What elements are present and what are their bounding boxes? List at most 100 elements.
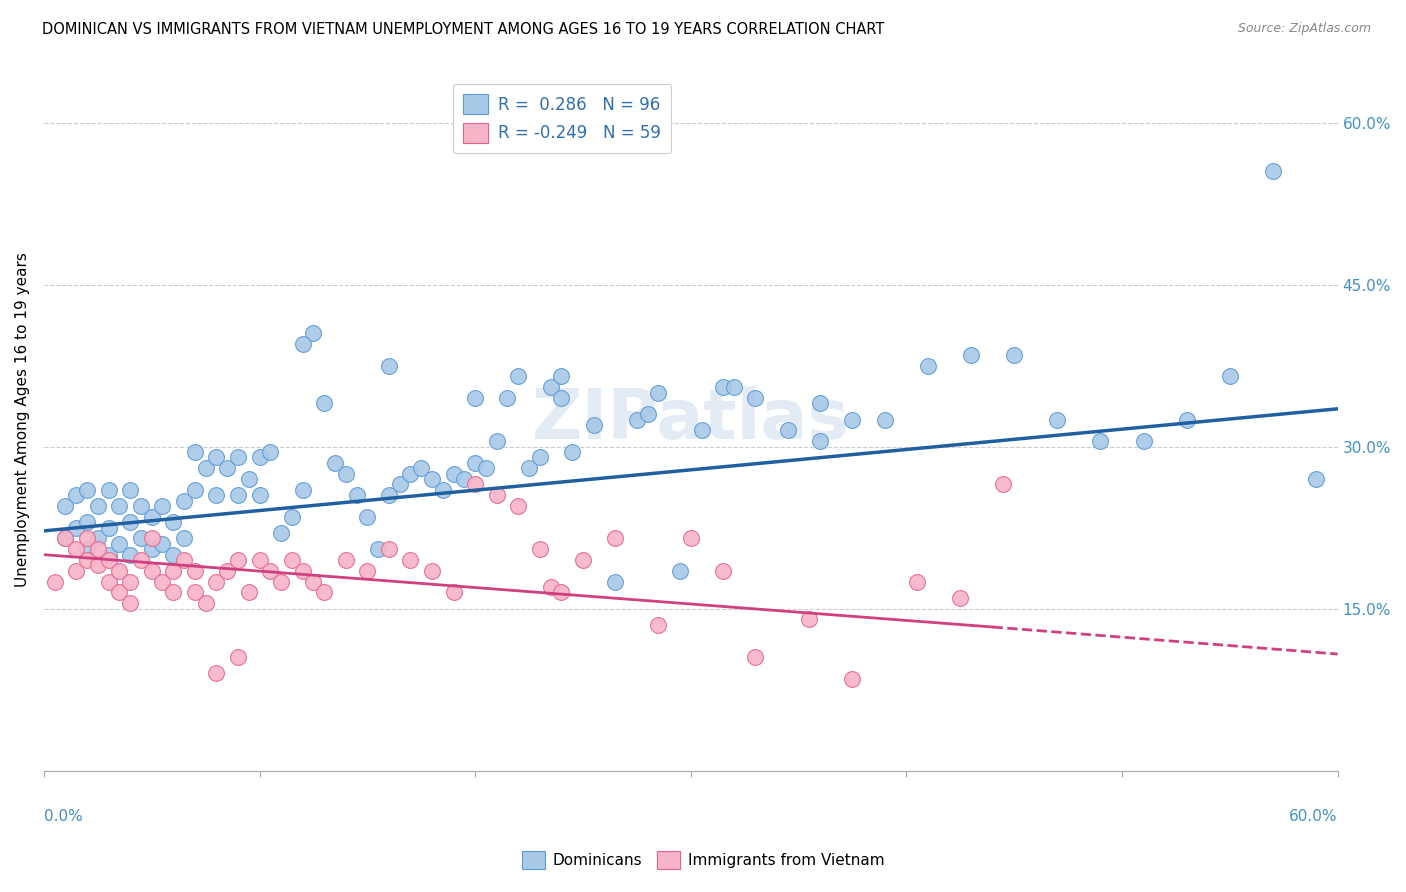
Point	[76, 553, 98, 567]
Point	[905, 574, 928, 589]
Point	[443, 467, 465, 481]
Point	[464, 391, 486, 405]
Point	[561, 445, 583, 459]
Point	[314, 585, 336, 599]
Point	[949, 591, 972, 605]
Point	[259, 564, 281, 578]
Point	[453, 472, 475, 486]
Point	[388, 477, 411, 491]
Point	[475, 461, 498, 475]
Point	[517, 461, 540, 475]
Text: 60.0%: 60.0%	[1289, 809, 1337, 824]
Point	[529, 450, 551, 465]
Point	[226, 488, 249, 502]
Text: DOMINICAN VS IMMIGRANTS FROM VIETNAM UNEMPLOYMENT AMONG AGES 16 TO 19 YEARS CORR: DOMINICAN VS IMMIGRANTS FROM VIETNAM UNE…	[42, 22, 884, 37]
Point	[508, 369, 530, 384]
Point	[291, 564, 314, 578]
Point	[302, 574, 325, 589]
Point	[637, 407, 659, 421]
Text: 0.0%: 0.0%	[44, 809, 83, 824]
Y-axis label: Unemployment Among Ages 16 to 19 years: Unemployment Among Ages 16 to 19 years	[15, 252, 30, 587]
Point	[76, 542, 98, 557]
Point	[238, 585, 260, 599]
Point	[281, 509, 304, 524]
Point	[194, 596, 217, 610]
Point	[270, 526, 292, 541]
Point	[291, 337, 314, 351]
Point	[443, 585, 465, 599]
Point	[162, 585, 184, 599]
Point	[508, 499, 530, 513]
Point	[873, 412, 896, 426]
Point	[120, 596, 142, 610]
Point	[799, 612, 821, 626]
Legend: Dominicans, Immigrants from Vietnam: Dominicans, Immigrants from Vietnam	[516, 845, 890, 875]
Point	[184, 585, 207, 599]
Point	[238, 472, 260, 486]
Point	[65, 542, 87, 557]
Point	[679, 532, 702, 546]
Point	[1090, 434, 1112, 449]
Point	[87, 532, 110, 546]
Point	[97, 548, 120, 562]
Point	[226, 553, 249, 567]
Point	[55, 499, 77, 513]
Point	[464, 456, 486, 470]
Point	[346, 488, 368, 502]
Point	[367, 542, 389, 557]
Point	[205, 666, 228, 681]
Point	[108, 499, 131, 513]
Point	[711, 564, 734, 578]
Point	[378, 542, 401, 557]
Point	[173, 532, 195, 546]
Point	[141, 509, 163, 524]
Point	[152, 574, 174, 589]
Point	[281, 553, 304, 567]
Point	[841, 412, 863, 426]
Point	[540, 580, 562, 594]
Point	[249, 450, 271, 465]
Point	[129, 499, 152, 513]
Point	[55, 532, 77, 546]
Point	[76, 483, 98, 497]
Point	[249, 553, 271, 567]
Point	[464, 477, 486, 491]
Point	[314, 396, 336, 410]
Point	[120, 483, 142, 497]
Point	[87, 558, 110, 573]
Point	[141, 532, 163, 546]
Point	[259, 445, 281, 459]
Text: Source: ZipAtlas.com: Source: ZipAtlas.com	[1237, 22, 1371, 36]
Point	[356, 564, 378, 578]
Point	[1002, 348, 1025, 362]
Point	[378, 359, 401, 373]
Point	[76, 515, 98, 529]
Point	[841, 672, 863, 686]
Point	[108, 585, 131, 599]
Point	[690, 424, 713, 438]
Point	[152, 499, 174, 513]
Point	[108, 564, 131, 578]
Point	[399, 553, 422, 567]
Point	[1261, 164, 1284, 178]
Point	[420, 472, 443, 486]
Legend: R =  0.286   N = 96, R = -0.249   N = 59: R = 0.286 N = 96, R = -0.249 N = 59	[453, 84, 671, 153]
Point	[162, 515, 184, 529]
Point	[993, 477, 1015, 491]
Point	[162, 548, 184, 562]
Point	[335, 553, 357, 567]
Point	[723, 380, 745, 394]
Point	[97, 574, 120, 589]
Point	[485, 434, 508, 449]
Point	[302, 326, 325, 341]
Point	[1046, 412, 1069, 426]
Point	[582, 417, 605, 432]
Point	[399, 467, 422, 481]
Point	[141, 542, 163, 557]
Point	[420, 564, 443, 578]
Point	[496, 391, 519, 405]
Point	[485, 488, 508, 502]
Point	[194, 461, 217, 475]
Point	[65, 488, 87, 502]
Point	[572, 553, 595, 567]
